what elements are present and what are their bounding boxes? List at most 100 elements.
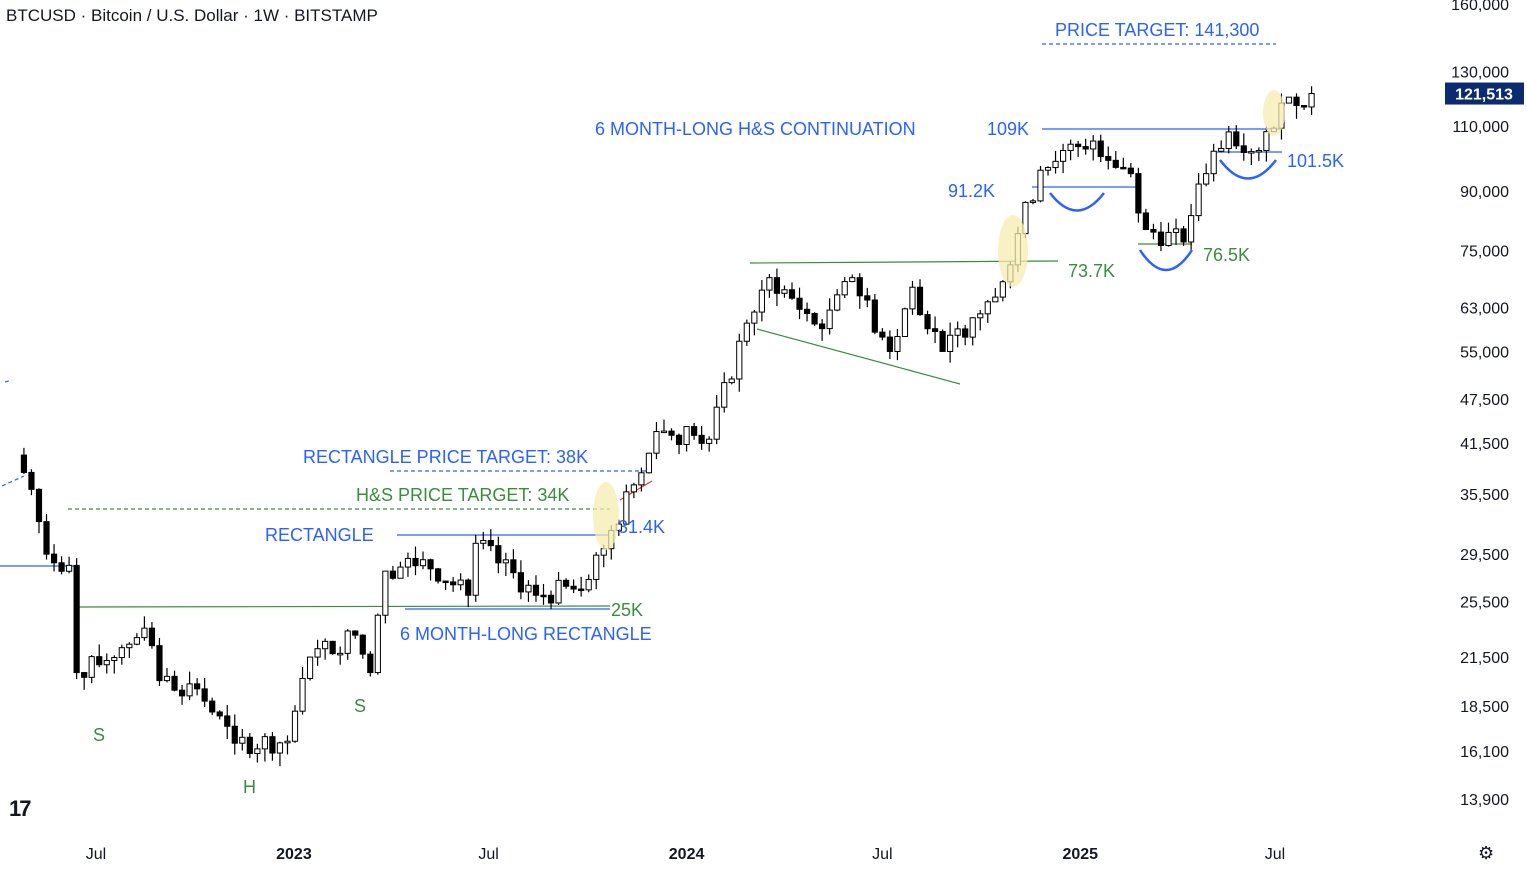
price-tick-label: 18,500: [1460, 699, 1509, 716]
candle-body: [427, 559, 434, 570]
candle-body: [593, 554, 600, 580]
candle-body: [171, 675, 178, 691]
candle: [849, 274, 856, 283]
candle-body: [1293, 96, 1300, 107]
gear-icon[interactable]: ⚙: [1478, 843, 1495, 863]
candle-body: [1150, 229, 1157, 233]
candle: [1105, 146, 1112, 170]
candle: [1255, 147, 1262, 162]
candle-body: [465, 579, 472, 596]
candle-body: [751, 311, 758, 324]
annotation-label: 6 MONTH-LONG H&S CONTINUATION: [595, 119, 916, 139]
candle: [450, 577, 457, 592]
candle-body: [796, 297, 803, 310]
price-tick-label: 41,500: [1460, 436, 1509, 453]
candle: [434, 567, 442, 584]
candle-body: [736, 340, 743, 380]
price-tick-label: 90,000: [1460, 184, 1509, 201]
candle-body: [879, 331, 886, 338]
candle: [73, 558, 80, 679]
candle-body: [111, 657, 118, 661]
candle: [871, 294, 878, 335]
candle: [1300, 105, 1308, 110]
candle-body: [50, 553, 58, 564]
last-price-badge: [1445, 82, 1524, 105]
candle-body: [758, 289, 765, 313]
candle: [698, 425, 705, 450]
candle: [344, 629, 351, 660]
candles: [20, 86, 1315, 767]
candle-body: [834, 294, 841, 311]
time-tick-label: Jul: [86, 846, 106, 863]
candle-body: [1082, 146, 1089, 150]
annotation-label: RECTANGLE: [265, 525, 374, 545]
candle: [901, 307, 909, 338]
candle: [819, 319, 826, 341]
candle-body: [992, 296, 999, 303]
candle: [939, 329, 946, 352]
candle-body: [1308, 93, 1315, 108]
candle-body: [88, 656, 95, 678]
candle-body: [916, 286, 924, 316]
candle: [1240, 133, 1247, 161]
candle-body: [706, 438, 713, 444]
candle: [1195, 172, 1202, 222]
candle-body: [773, 277, 781, 294]
candle-body: [1233, 131, 1240, 147]
candle-body: [841, 281, 848, 296]
candle: [1233, 125, 1240, 149]
candle: [495, 536, 502, 574]
candle-body: [194, 683, 201, 690]
candle-body: [856, 277, 863, 297]
candle-body: [713, 406, 720, 440]
price-tick-label: 21,500: [1460, 650, 1509, 667]
candle: [931, 316, 939, 344]
candle: [525, 580, 532, 602]
candle: [653, 422, 660, 460]
candle-body: [1090, 140, 1097, 150]
candle: [133, 633, 140, 646]
candle: [126, 642, 133, 658]
candle: [472, 534, 479, 602]
candle-body: [126, 643, 133, 649]
candle-body: [442, 580, 449, 584]
tradingview-logo-icon[interactable]: 17: [9, 796, 32, 821]
candle: [645, 452, 653, 474]
candle: [751, 309, 758, 336]
annotation-label: 73.7K: [1068, 261, 1115, 281]
price-tick-label: 35,500: [1460, 487, 1509, 504]
candle: [337, 646, 344, 665]
time-tick-label: 2024: [669, 846, 705, 863]
candle-body: [954, 328, 961, 336]
candle: [1044, 166, 1052, 176]
candle-body: [231, 725, 238, 744]
candle-body: [653, 431, 660, 454]
candle: [239, 729, 246, 751]
time-tick-label: Jul: [872, 846, 892, 863]
price-axis[interactable]: 160,000 130,000 110,000 90,000 75,000 63,000 5…: [1445, 0, 1524, 809]
candle: [992, 288, 999, 303]
candle-body: [148, 627, 156, 647]
candle: [962, 324, 969, 346]
price-tick-label: 47,500: [1460, 392, 1509, 409]
candle-body: [585, 578, 592, 591]
candle-body: [803, 308, 811, 314]
candle-body: [141, 627, 148, 639]
candle: [803, 302, 811, 322]
annotation-label: PRICE TARGET: 141,300: [1055, 20, 1259, 40]
candle: [841, 277, 848, 299]
candle: [1090, 135, 1097, 161]
candle-body: [1120, 166, 1127, 170]
candle-body: [660, 430, 668, 434]
candle-body: [66, 564, 73, 572]
candle-body: [555, 579, 562, 604]
candle-body: [1135, 173, 1142, 214]
candle: [1029, 199, 1037, 205]
candle: [1135, 167, 1142, 223]
candle-body: [28, 471, 35, 490]
time-axis[interactable]: Jul 2023 Jul 2024 Jul 2025 Jul: [86, 846, 1285, 863]
candle: [412, 546, 419, 576]
hs-neckline: [77, 605, 611, 608]
candle-body: [178, 689, 186, 697]
